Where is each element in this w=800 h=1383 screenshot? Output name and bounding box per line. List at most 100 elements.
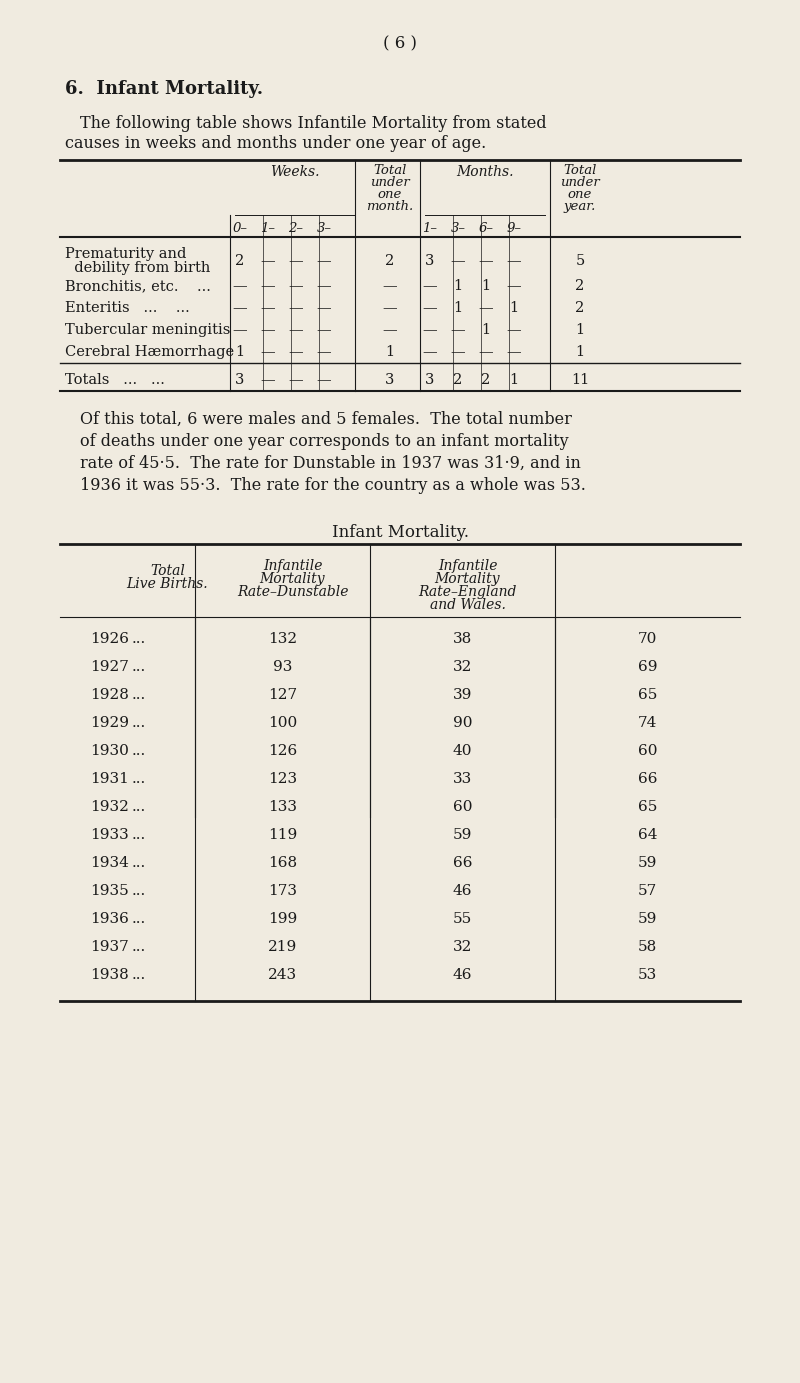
Text: —: — — [289, 373, 303, 387]
Text: Infantile: Infantile — [262, 559, 322, 573]
Text: 93: 93 — [273, 660, 292, 674]
Text: 69: 69 — [638, 660, 658, 674]
Text: —: — — [289, 279, 303, 293]
Text: Mortality: Mortality — [434, 573, 500, 586]
Text: 119: 119 — [268, 828, 297, 842]
Text: ...: ... — [132, 660, 146, 674]
Text: 1927: 1927 — [90, 660, 129, 674]
Text: —: — — [233, 324, 247, 337]
Text: Infant Mortality.: Infant Mortality. — [331, 524, 469, 541]
Text: —: — — [289, 254, 303, 268]
Text: 168: 168 — [268, 856, 297, 870]
Text: 55: 55 — [453, 911, 472, 927]
Text: ...: ... — [132, 687, 146, 703]
Text: 1934: 1934 — [90, 856, 129, 870]
Text: 38: 38 — [453, 632, 472, 646]
Text: —: — — [422, 344, 438, 360]
Text: Cerebral Hæmorrhage: Cerebral Hæmorrhage — [65, 344, 234, 360]
Text: Rate–Dunstable: Rate–Dunstable — [237, 585, 348, 599]
Text: 173: 173 — [268, 884, 297, 898]
Text: Rate–England: Rate–England — [418, 585, 517, 599]
Text: 1: 1 — [482, 324, 490, 337]
Text: —: — — [422, 279, 438, 293]
Text: 65: 65 — [638, 687, 657, 703]
Text: 1937: 1937 — [90, 940, 129, 954]
Text: —: — — [317, 301, 331, 315]
Text: Prematurity and: Prematurity and — [65, 248, 186, 261]
Text: —: — — [317, 373, 331, 387]
Text: Total: Total — [563, 165, 597, 177]
Text: 3: 3 — [235, 373, 245, 387]
Text: 90: 90 — [453, 716, 472, 730]
Text: year.: year. — [564, 201, 596, 213]
Text: 65: 65 — [638, 799, 657, 815]
Text: Enteritis   ...    ...: Enteritis ... ... — [65, 301, 190, 315]
Text: —: — — [382, 279, 398, 293]
Text: 6.  Infant Mortality.: 6. Infant Mortality. — [65, 80, 263, 98]
Text: 133: 133 — [268, 799, 297, 815]
Text: debility from birth: debility from birth — [65, 261, 210, 275]
Text: 1: 1 — [235, 344, 245, 360]
Text: —: — — [317, 279, 331, 293]
Text: 1936: 1936 — [90, 911, 129, 927]
Text: —: — — [506, 324, 522, 337]
Text: 58: 58 — [638, 940, 657, 954]
Text: —: — — [422, 301, 438, 315]
Text: —: — — [261, 279, 275, 293]
Text: ...: ... — [132, 884, 146, 898]
Text: under: under — [370, 176, 410, 189]
Text: Mortality: Mortality — [260, 573, 326, 586]
Text: 46: 46 — [453, 968, 472, 982]
Text: 32: 32 — [453, 940, 472, 954]
Text: —: — — [233, 301, 247, 315]
Text: 1938: 1938 — [90, 968, 129, 982]
Text: —: — — [506, 254, 522, 268]
Text: Weeks.: Weeks. — [270, 165, 320, 178]
Text: 1933: 1933 — [90, 828, 129, 842]
Text: ...: ... — [132, 716, 146, 730]
Text: 66: 66 — [638, 772, 658, 786]
Text: 127: 127 — [268, 687, 297, 703]
Text: ...: ... — [132, 911, 146, 927]
Text: 243: 243 — [268, 968, 297, 982]
Text: ...: ... — [132, 968, 146, 982]
Text: 0–: 0– — [233, 223, 247, 235]
Text: —: — — [233, 279, 247, 293]
Text: 219: 219 — [268, 940, 297, 954]
Text: 126: 126 — [268, 744, 297, 758]
Text: 11: 11 — [571, 373, 589, 387]
Text: —: — — [289, 344, 303, 360]
Text: Totals   ...   ...: Totals ... ... — [65, 373, 165, 387]
Text: ...: ... — [132, 940, 146, 954]
Text: —: — — [422, 324, 438, 337]
Text: under: under — [560, 176, 600, 189]
Text: 1: 1 — [454, 279, 462, 293]
Text: 60: 60 — [453, 799, 472, 815]
Text: 1932: 1932 — [90, 799, 129, 815]
Text: 3–: 3– — [450, 223, 466, 235]
Text: ( 6 ): ( 6 ) — [383, 35, 417, 53]
Text: 1929: 1929 — [90, 716, 129, 730]
Text: —: — — [261, 373, 275, 387]
Text: —: — — [506, 279, 522, 293]
Text: 53: 53 — [638, 968, 657, 982]
Text: Tubercular meningitis: Tubercular meningitis — [65, 324, 230, 337]
Text: 40: 40 — [453, 744, 472, 758]
Text: rate of 45·5.  The rate for Dunstable in 1937 was 31·9, and in: rate of 45·5. The rate for Dunstable in … — [80, 455, 581, 472]
Text: —: — — [261, 254, 275, 268]
Text: 1–: 1– — [422, 223, 438, 235]
Text: 1: 1 — [482, 279, 490, 293]
Text: 1926: 1926 — [90, 632, 129, 646]
Text: causes in weeks and months under one year of age.: causes in weeks and months under one yea… — [65, 136, 486, 152]
Text: 1: 1 — [575, 324, 585, 337]
Text: 32: 32 — [453, 660, 472, 674]
Text: 1931: 1931 — [90, 772, 129, 786]
Text: 57: 57 — [638, 884, 657, 898]
Text: 33: 33 — [453, 772, 472, 786]
Text: 1928: 1928 — [90, 687, 129, 703]
Text: 1: 1 — [386, 344, 394, 360]
Text: 74: 74 — [638, 716, 657, 730]
Text: Bronchitis, etc.    ...: Bronchitis, etc. ... — [65, 279, 211, 293]
Text: ...: ... — [132, 856, 146, 870]
Text: —: — — [478, 254, 494, 268]
